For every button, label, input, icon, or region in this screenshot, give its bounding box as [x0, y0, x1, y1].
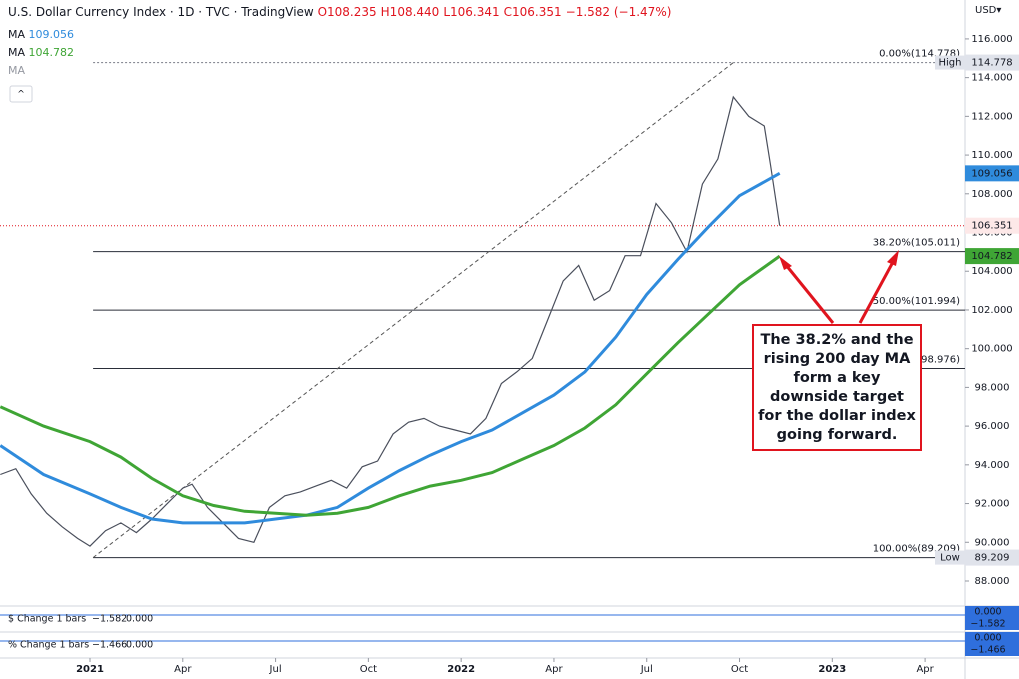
- indicator-tag-label: 0.000: [974, 607, 1001, 618]
- price-tag-name: Low: [940, 553, 960, 564]
- header: U.S. Dollar Currency Index · 1D · TVC · …: [8, 5, 675, 19]
- y-tick-label: 112.000: [971, 111, 1012, 122]
- price-tag: [965, 165, 1019, 182]
- y-tick-label: 116.000: [971, 34, 1012, 45]
- fib-label: 50.00%(101.994): [873, 296, 960, 307]
- moving-average: [0, 254, 781, 517]
- x-tick-label: Jul: [640, 664, 653, 675]
- y-tick-label: 90.000: [975, 537, 1010, 548]
- price-tag: [965, 248, 1019, 265]
- y-tick-label: 96.000: [975, 421, 1010, 432]
- indicator-readout: −1.466: [92, 640, 127, 651]
- price-tag-label: 109.056: [971, 168, 1012, 179]
- ma-value: 109.056: [28, 28, 75, 41]
- indicator-tag: [965, 632, 1019, 644]
- x-tick-label: 2021: [76, 664, 104, 675]
- price-tag-label: 106.351: [971, 221, 1012, 232]
- price-tag-label: 104.782: [971, 251, 1012, 262]
- indicator-tag: [965, 618, 1019, 630]
- ma-legend: MA 109.056: [8, 28, 75, 41]
- indicator-readout: −1.582: [92, 614, 127, 625]
- indicator-tag-label: −1.582: [970, 619, 1005, 630]
- fib-label: 100.00%(89.209): [873, 544, 960, 555]
- x-tick-label: 2023: [818, 664, 846, 675]
- fib-label: 38.20%(105.011): [873, 238, 960, 249]
- price-tag: [965, 217, 1019, 234]
- title: U.S. Dollar Currency Index · 1D · TVC · …: [8, 5, 314, 19]
- y-tick-label: 98.000: [975, 382, 1010, 393]
- indicator-tag: [965, 644, 1019, 656]
- indicator-label: $ Change 1 bars: [8, 614, 86, 625]
- indicator-tag: [965, 606, 1019, 618]
- x-tick-label: Oct: [360, 664, 377, 675]
- x-tick-label: Apr: [174, 664, 192, 675]
- moving-average: [0, 171, 781, 525]
- ohlc-value: L106.341: [443, 5, 500, 19]
- price-tag: [965, 54, 1019, 71]
- fib-label: 0.00%(114.778): [879, 49, 960, 60]
- y-tick-label: 92.000: [975, 499, 1010, 510]
- price-line: [0, 95, 781, 547]
- y-tick-label: 110.000: [971, 150, 1012, 161]
- y-tick-label: 104.000: [971, 266, 1012, 277]
- collapse-button[interactable]: [9, 85, 33, 103]
- price-tag-name-bg: [935, 55, 965, 70]
- price-tag-label: 89.209: [975, 553, 1010, 564]
- price-tag: [965, 549, 1019, 566]
- x-tick-label: Apr: [916, 664, 934, 675]
- y-tick-label: 108.000: [971, 189, 1012, 200]
- price-tag-label: 114.778: [971, 58, 1012, 69]
- indicator-label: % Change 1 bars: [8, 640, 89, 651]
- x-tick-label: Jul: [269, 664, 282, 675]
- svg-text:^: ^: [17, 90, 25, 100]
- y-tick-label: 94.000: [975, 460, 1010, 471]
- ohlc-value: H108.440: [380, 5, 440, 19]
- indicator-tag-label: −1.466: [970, 645, 1005, 656]
- indicator-readout: 0.000: [126, 640, 153, 651]
- ohlc-value: O108.235: [317, 5, 377, 19]
- x-tick-label: Apr: [545, 664, 563, 675]
- ohlc-value: −1.582 (−1.47%): [565, 5, 672, 19]
- ma-legend: MA: [8, 64, 26, 77]
- ma-legend: MA 104.782: [8, 46, 75, 59]
- indicator-readout: 0.000: [126, 614, 153, 625]
- price-tag-name: High: [939, 58, 962, 69]
- y-tick-label: 114.000: [971, 73, 1012, 84]
- x-tick-label: 2022: [447, 664, 475, 675]
- indicator-tag-label: 0.000: [974, 633, 1001, 644]
- annotation: The 38.2% and the rising 200 day MA form…: [752, 324, 922, 451]
- y-tick-label: 88.000: [975, 576, 1010, 587]
- x-tick-label: Oct: [731, 664, 748, 675]
- ohlc-value: C106.351: [503, 5, 562, 19]
- y-tick-label: 100.000: [971, 344, 1012, 355]
- trend-line: [92, 62, 734, 558]
- price-tag-name-bg: [935, 550, 965, 565]
- y-tick-label: 102.000: [971, 305, 1012, 316]
- ma-value: 104.782: [28, 46, 75, 59]
- currency-menu[interactable]: USD▾: [975, 5, 1002, 16]
